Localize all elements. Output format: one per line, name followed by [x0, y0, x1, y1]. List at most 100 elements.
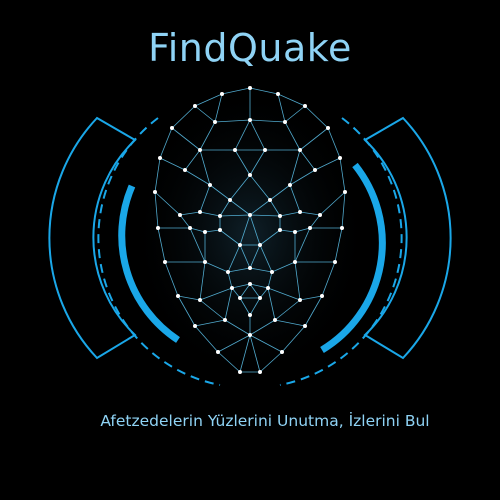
mesh-edge: [259, 244, 273, 273]
mesh-edge: [289, 149, 301, 186]
mesh-node: [238, 370, 242, 374]
mesh-edge: [249, 334, 261, 373]
mesh-edge: [157, 227, 166, 263]
mesh-node: [278, 228, 282, 232]
mesh-node: [343, 190, 347, 194]
mesh-edge: [249, 149, 266, 176]
mesh-edge: [249, 297, 261, 316]
mesh-edge: [319, 191, 346, 216]
mesh-edge: [249, 319, 276, 336]
mesh-edge: [277, 93, 306, 107]
mesh-edge: [284, 121, 301, 151]
mesh-node: [203, 230, 207, 234]
mesh-edge: [159, 127, 173, 159]
mesh-edge: [249, 119, 266, 151]
mesh-node: [278, 214, 282, 218]
dashed-ring-left: [97, 117, 221, 386]
mesh-node: [170, 126, 174, 130]
mesh-edge: [267, 287, 301, 301]
mesh-edge: [281, 325, 306, 353]
mesh-edge: [249, 214, 281, 217]
mesh-edge: [327, 127, 341, 159]
mesh-node: [248, 266, 252, 270]
mesh-node: [176, 294, 180, 298]
mesh-edge: [289, 184, 301, 213]
mesh-edge: [159, 157, 186, 171]
mesh-node: [238, 296, 242, 300]
mesh-edge: [217, 334, 251, 353]
mesh-edge: [249, 199, 271, 216]
mesh-edge: [154, 191, 159, 229]
mesh-edge: [299, 149, 316, 171]
mesh-edge: [249, 119, 286, 123]
mesh-node: [298, 210, 302, 214]
mesh-edge: [249, 174, 271, 201]
mesh-edge: [171, 127, 201, 151]
mesh-node: [338, 156, 342, 160]
mesh-edge: [249, 334, 283, 353]
mesh-node: [233, 148, 237, 152]
mesh-node: [276, 92, 280, 96]
mesh-node: [248, 213, 252, 217]
mesh-edge: [227, 244, 241, 273]
mesh-node: [238, 243, 242, 247]
mesh-edge: [284, 105, 306, 123]
mesh-edge: [214, 119, 251, 123]
mesh-edge: [199, 299, 226, 321]
mesh-edge: [304, 295, 323, 327]
mesh-node: [223, 318, 227, 322]
mesh-node: [298, 298, 302, 302]
mesh-node: [156, 226, 160, 230]
mesh-edge: [249, 244, 261, 269]
tagline: Afetzedelerin Yüzlerini Unutma, İzlerini…: [100, 412, 430, 430]
mesh-edge: [314, 157, 341, 171]
mesh-edge: [229, 199, 251, 216]
mesh-edge: [239, 297, 251, 316]
mesh-edge: [234, 149, 251, 176]
mesh-node: [308, 226, 312, 230]
mesh-edge: [154, 157, 161, 193]
mesh-edge: [224, 319, 251, 336]
mesh-edge: [184, 169, 211, 186]
mesh-edge: [274, 299, 301, 321]
mesh-node: [283, 120, 287, 124]
mesh-node: [303, 104, 307, 108]
mesh-node: [193, 104, 197, 108]
mesh-node: [248, 86, 252, 90]
mesh-edge: [189, 227, 206, 233]
mesh-edge: [179, 211, 201, 216]
mesh-edge: [229, 174, 251, 201]
mesh-edge: [199, 287, 233, 301]
face-mesh: [153, 86, 347, 374]
mesh-edge: [259, 229, 281, 246]
app-title: FindQuake: [148, 26, 352, 70]
mesh-node: [248, 313, 252, 317]
mesh-edge: [199, 149, 211, 186]
mesh-edge: [199, 211, 221, 217]
mesh-node: [326, 126, 330, 130]
mesh-edge: [267, 271, 273, 289]
mesh-edge: [219, 199, 231, 217]
mesh-edge: [259, 287, 269, 299]
mesh-edge: [321, 261, 336, 297]
mesh-edge: [204, 229, 221, 233]
mesh-edge: [177, 295, 196, 327]
mesh-edge: [279, 229, 296, 233]
mesh-edge: [194, 105, 216, 123]
mesh-edge: [299, 211, 321, 216]
mesh-edge: [239, 283, 251, 299]
mesh-edge: [294, 227, 311, 263]
mesh-node: [213, 120, 217, 124]
mesh-edge: [249, 214, 261, 246]
mesh-edge: [199, 261, 206, 301]
mesh-edge: [194, 319, 226, 327]
mesh-node: [333, 260, 337, 264]
mesh-node: [226, 270, 230, 274]
mesh-node: [293, 260, 297, 264]
mesh-edge: [217, 351, 241, 373]
mesh-node: [280, 350, 284, 354]
mesh-node: [248, 173, 252, 177]
mesh-node: [248, 118, 252, 122]
mesh-edge: [214, 93, 223, 123]
mesh-edge: [274, 319, 306, 327]
